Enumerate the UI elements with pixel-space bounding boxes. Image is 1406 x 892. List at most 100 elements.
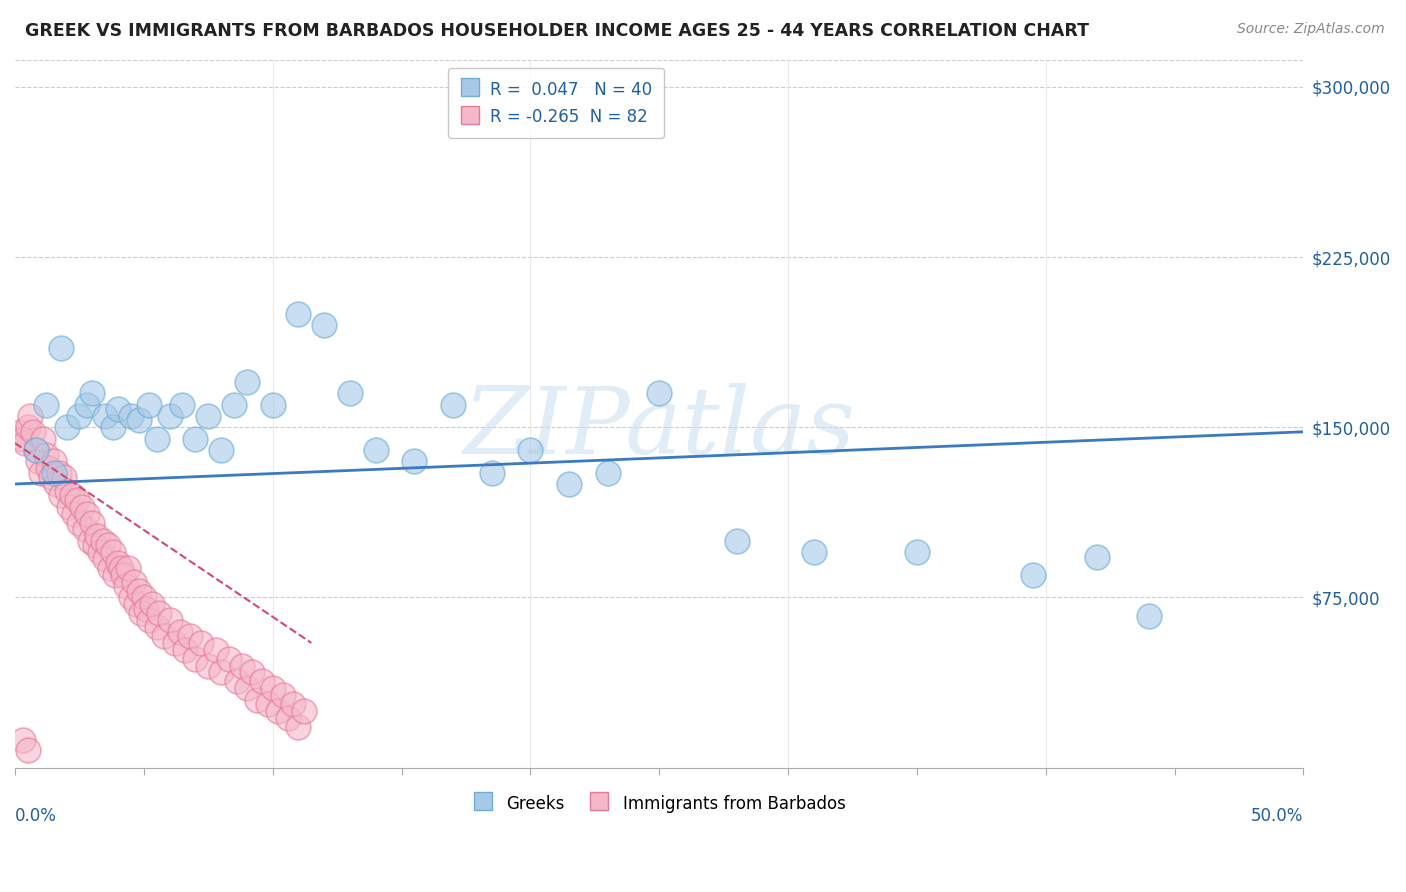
Point [63, 507, 86, 521]
Point [267, 704, 290, 718]
Text: ZIPatlas: ZIPatlas [463, 383, 855, 473]
Point [209, 442, 232, 457]
Point [11, 733, 34, 747]
Point [163, 636, 186, 650]
Point [648, 386, 671, 401]
Point [287, 307, 309, 321]
Point [91, 533, 114, 548]
Text: Source: ZipAtlas.com: Source: ZipAtlas.com [1237, 22, 1385, 37]
Point [246, 692, 269, 706]
Point [252, 674, 274, 689]
Point [803, 545, 825, 559]
Point [98, 561, 121, 575]
Point [225, 674, 247, 689]
Point [27, 454, 49, 468]
Point [141, 597, 163, 611]
Point [110, 561, 132, 575]
Point [256, 697, 278, 711]
Point [67, 409, 90, 423]
Point [596, 466, 619, 480]
Point [32, 432, 55, 446]
Point [905, 545, 928, 559]
Point [128, 413, 150, 427]
Point [1085, 549, 1108, 564]
Point [197, 658, 219, 673]
Point [314, 318, 336, 333]
Point [89, 545, 111, 559]
Point [60, 488, 83, 502]
Point [45, 477, 67, 491]
Point [153, 629, 176, 643]
Point [67, 516, 90, 530]
Point [218, 652, 240, 666]
Point [55, 420, 77, 434]
Point [292, 704, 315, 718]
Point [283, 697, 305, 711]
Point [236, 681, 259, 696]
Point [48, 466, 70, 480]
Point [481, 466, 503, 480]
Point [24, 442, 46, 457]
Point [222, 398, 245, 412]
Point [66, 492, 89, 507]
Point [441, 398, 464, 412]
Point [11, 432, 34, 446]
Point [138, 613, 160, 627]
Point [184, 432, 207, 446]
Point [122, 574, 145, 589]
Point [120, 591, 142, 605]
Point [107, 557, 129, 571]
Point [17, 742, 39, 756]
Point [120, 409, 142, 423]
Point [190, 636, 212, 650]
Point [14, 436, 37, 450]
Point [101, 545, 124, 559]
Point [73, 522, 96, 536]
Point [129, 607, 152, 621]
Point [172, 398, 194, 412]
Point [17, 420, 39, 434]
Point [262, 398, 284, 412]
Point [51, 341, 73, 355]
Point [58, 500, 80, 514]
Point [94, 552, 117, 566]
Point [125, 597, 148, 611]
Point [159, 409, 181, 423]
Point [39, 470, 62, 484]
Point [135, 602, 157, 616]
Point [117, 561, 139, 575]
Point [76, 398, 98, 412]
Point [169, 624, 191, 639]
Point [55, 483, 77, 498]
Point [42, 466, 65, 480]
Legend: Greeks, Immigrants from Barbados: Greeks, Immigrants from Barbados [465, 787, 852, 820]
Point [145, 620, 167, 634]
Point [82, 386, 104, 401]
Point [94, 409, 117, 423]
Point [82, 516, 104, 530]
Point [236, 375, 259, 389]
Text: GREEK VS IMMIGRANTS FROM BARBADOS HOUSEHOLDER INCOME AGES 25 - 44 YEARS CORRELAT: GREEK VS IMMIGRANTS FROM BARBADOS HOUSEH… [25, 22, 1090, 40]
Point [35, 448, 58, 462]
Point [404, 454, 426, 468]
Point [1022, 567, 1045, 582]
Point [262, 681, 284, 696]
Point [52, 470, 75, 484]
Text: 0.0%: 0.0% [15, 806, 56, 824]
Point [42, 454, 65, 468]
Point [197, 409, 219, 423]
Point [287, 720, 309, 734]
Point [83, 538, 105, 552]
Point [21, 425, 44, 439]
Point [107, 402, 129, 417]
Point [364, 442, 387, 457]
Point [104, 567, 127, 582]
Point [174, 642, 197, 657]
Point [101, 420, 124, 434]
Point [30, 466, 52, 480]
Point [179, 629, 201, 643]
Point [128, 583, 150, 598]
Point [184, 652, 207, 666]
Point [519, 442, 541, 457]
Point [725, 533, 748, 548]
